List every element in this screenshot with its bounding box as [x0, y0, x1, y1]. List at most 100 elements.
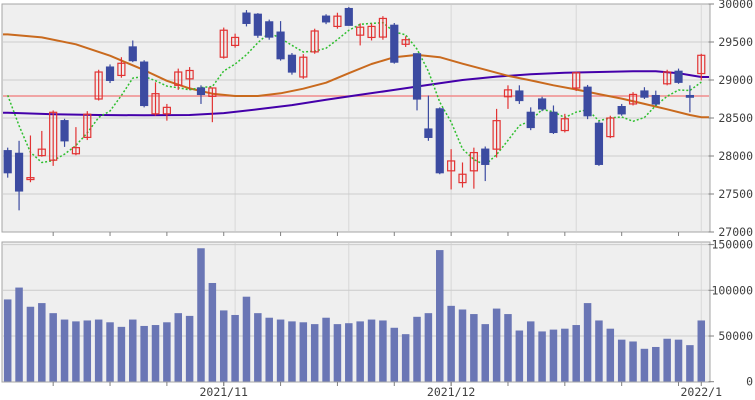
candle-up	[299, 56, 308, 78]
price-axis-label: 28500	[718, 111, 753, 125]
volume-axis-label: 100000	[711, 283, 753, 297]
candle-down	[617, 105, 626, 115]
candle-up	[174, 71, 183, 86]
volume-bar	[572, 325, 580, 382]
volume-bar	[242, 296, 251, 382]
candle-up	[560, 118, 569, 132]
volume-bar	[697, 320, 706, 382]
volume-bar	[356, 321, 364, 382]
candle-down	[60, 120, 69, 142]
candle-up	[71, 147, 81, 155]
candle-up	[663, 71, 672, 85]
candle-up	[310, 30, 319, 53]
date-label: 2021/12	[427, 385, 475, 399]
candle-up	[367, 25, 376, 39]
candle-down	[276, 31, 285, 60]
price-axis-label: 30000	[718, 0, 753, 11]
volume-bar	[390, 327, 399, 382]
volume-bar	[219, 310, 228, 382]
candle-down	[435, 108, 444, 174]
volume-bar	[333, 324, 342, 382]
volume-bar	[72, 321, 80, 382]
price-axis-label: 29500	[718, 35, 753, 49]
volume-bar	[447, 305, 455, 382]
volume-bar	[140, 325, 148, 382]
candle-down	[640, 90, 649, 98]
candle-down	[674, 70, 683, 83]
volume-bar	[401, 334, 410, 382]
volume-bar	[117, 326, 126, 382]
candle-up	[606, 117, 615, 138]
candle-up	[208, 87, 217, 97]
volume-bar	[129, 319, 137, 382]
volume-bar	[379, 320, 387, 382]
candle-up	[401, 39, 410, 45]
volume-bar	[413, 316, 421, 382]
candle-up	[185, 69, 194, 80]
volume-bar	[49, 313, 57, 382]
candle-down	[128, 46, 137, 62]
candle-up	[37, 148, 46, 157]
candle-down	[14, 152, 24, 192]
volume-bar	[208, 282, 217, 382]
volume-bar	[265, 317, 273, 382]
volume-bar	[174, 313, 182, 382]
candle-down	[549, 111, 558, 134]
candle-up	[447, 160, 456, 172]
price-axis-label: 27500	[718, 187, 753, 201]
candle-up	[94, 71, 103, 100]
candle-down	[242, 12, 251, 24]
volume-bar	[595, 320, 603, 382]
candle-up	[697, 54, 706, 75]
volume-bar	[640, 348, 649, 382]
volume-bar	[504, 314, 512, 382]
volume-bar	[526, 321, 535, 382]
candle-down	[651, 94, 660, 105]
volume-axis-label: 150000	[711, 238, 753, 252]
candle-up	[356, 26, 365, 36]
candle-up	[458, 173, 467, 184]
volume-bar	[652, 346, 660, 382]
candle-down	[685, 94, 695, 98]
candle-up	[26, 177, 35, 181]
volume-bar	[686, 345, 694, 382]
volume-bar	[60, 319, 69, 382]
volume-bar	[424, 313, 433, 382]
candle-up	[469, 151, 478, 172]
volume-bar	[197, 248, 205, 382]
candle-down	[424, 128, 433, 138]
price-axis-label: 29000	[718, 73, 753, 87]
candle-up	[219, 29, 228, 58]
volume-bar	[94, 319, 103, 382]
candle-down	[105, 66, 115, 81]
candle-down	[287, 54, 297, 73]
volume-bar	[231, 314, 239, 382]
candle-down	[537, 98, 547, 110]
volume-bar	[15, 287, 23, 382]
volume-bar	[163, 322, 171, 382]
volume-bar	[492, 308, 501, 382]
candle-up	[503, 89, 513, 98]
volume-bar	[83, 320, 92, 382]
date-label: 2021/11	[199, 385, 248, 399]
candle-up	[162, 106, 171, 115]
candle-down	[3, 150, 12, 174]
candle-down	[321, 15, 331, 23]
volume-bar	[106, 322, 114, 382]
volume-bar	[606, 328, 615, 382]
volume-bar	[345, 323, 353, 382]
candle-down	[390, 24, 399, 63]
volume-bar	[299, 322, 308, 382]
price-axis-label: 28000	[718, 149, 753, 163]
price-axis-label: 27000	[718, 225, 753, 239]
volume-bar	[470, 314, 478, 382]
ma75-line	[3, 70, 709, 117]
candle-up	[49, 111, 58, 161]
candle-down	[481, 148, 490, 165]
volume-bar	[617, 339, 626, 382]
volume-bar	[629, 341, 637, 382]
volume-bar	[151, 325, 160, 382]
volume-bar	[549, 329, 558, 382]
